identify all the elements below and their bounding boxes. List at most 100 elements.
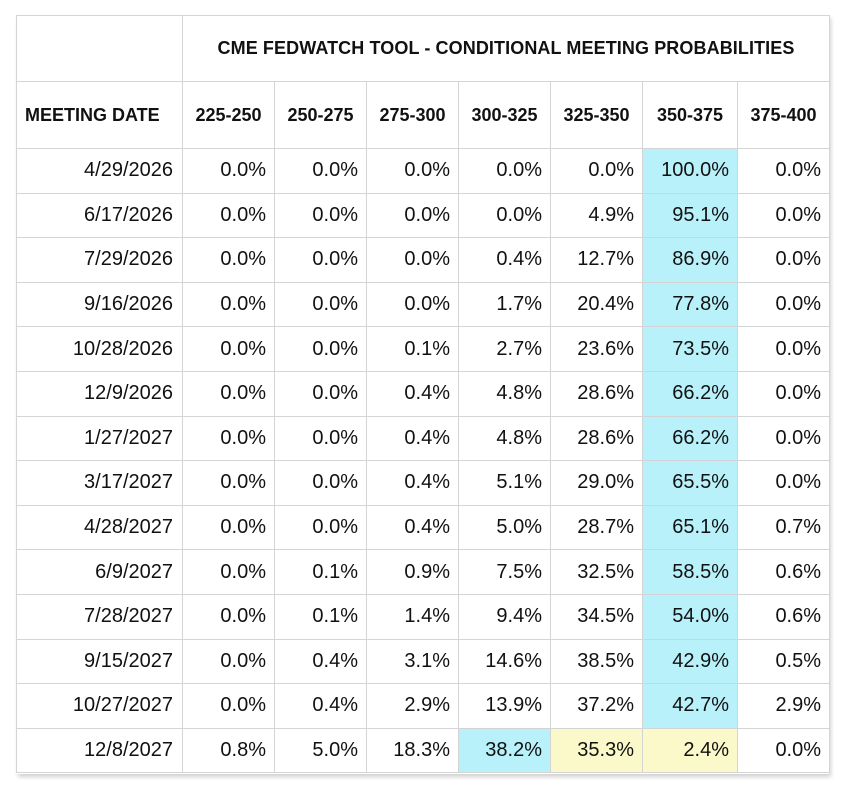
probability-cell: 7.5% [458,549,551,595]
table-row: 7/28/2027 0.0% 0.1% 1.4% 9.4% 34.5% 54.0% 0.6% [16,593,831,640]
table-row: 6/9/2027 0.0% 0.1% 0.9% 7.5% 32.5% 58.5% 0.6% [16,549,831,595]
column-header-350-375: 350-375 [642,81,738,149]
meeting-date-cell: 6/9/2027 [16,549,183,595]
probability-cell: 95.1% [642,192,738,239]
probability-cell: 54.0% [642,593,738,640]
probability-cell: 0.4% [366,370,459,417]
column-header-275-300: 275-300 [366,81,459,149]
probability-cell: 0.0% [736,370,831,417]
probability-cell: 58.5% [642,549,738,595]
probability-cell: 28.6% [550,415,643,462]
probability-cell: 37.2% [550,683,643,729]
probability-cell: 0.4% [458,237,551,283]
probability-cell: 0.0% [274,237,367,283]
probability-cell: 0.0% [736,460,831,506]
probability-cell: 1.7% [458,281,551,328]
column-header-225-250: 225-250 [182,81,275,149]
corner-cell [16,15,183,82]
probability-cell: 0.6% [736,549,831,595]
probability-cell: 0.0% [736,415,831,462]
probability-cell: 12.7% [550,237,643,283]
table-row: 4/28/2027 0.0% 0.0% 0.4% 5.0% 28.7% 65.1% 0.7% [16,504,831,551]
probability-cell: 4.8% [458,370,551,417]
meeting-date-cell: 12/8/2027 [16,727,183,774]
meeting-date-header: MEETING DATE [16,81,183,149]
probability-cell: 0.0% [736,727,831,774]
probability-cell: 0.4% [366,504,459,551]
probability-cell: 0.4% [274,683,367,729]
probability-cell: 0.1% [274,593,367,640]
table-body: 4/29/2026 0.0% 0.0% 0.0% 0.0% 0.0% 100.0% 0.0% 6… [16,148,831,774]
probability-cell: 0.0% [182,638,275,685]
probability-cell: 0.4% [366,415,459,462]
table-row: 10/28/2026 0.0% 0.0% 0.1% 2.7% 23.6% 73.5% 0.0% [16,326,831,372]
table-row: 12/9/2026 0.0% 0.0% 0.4% 4.8% 28.6% 66.2% 0.0% [16,370,831,417]
probability-cell: 0.0% [366,281,459,328]
probability-cell: 38.2% [458,727,551,774]
probability-cell: 0.0% [274,460,367,506]
meeting-date-cell: 4/28/2027 [16,504,183,551]
probability-cell: 0.0% [182,237,275,283]
probability-cell: 42.7% [642,683,738,729]
probability-cell: 0.0% [274,192,367,239]
table-row: 4/29/2026 0.0% 0.0% 0.0% 0.0% 0.0% 100.0% 0.0% [16,148,831,194]
probability-cell: 100.0% [642,148,738,194]
probability-cell: 0.0% [736,192,831,239]
probability-cell: 0.7% [736,504,831,551]
table-title: CME FEDWATCH TOOL - CONDITIONAL MEETING … [181,15,831,82]
probability-cell: 0.0% [274,415,367,462]
probability-cell: 14.6% [458,638,551,685]
probability-cell: 0.4% [274,638,367,685]
column-header-250-275: 250-275 [274,81,367,149]
probability-cell: 34.5% [550,593,643,640]
probability-cell: 65.1% [642,504,738,551]
probability-cell: 4.8% [458,415,551,462]
probability-cell: 29.0% [550,460,643,506]
column-header-325-350: 325-350 [550,81,643,149]
meeting-date-cell: 7/29/2026 [16,237,183,283]
table-row: 3/17/2027 0.0% 0.0% 0.4% 5.1% 29.0% 65.5% 0.0% [16,460,831,506]
fedwatch-table-panel: CME FEDWATCH TOOL - CONDITIONAL MEETING … [16,15,831,774]
probability-cell: 0.1% [274,549,367,595]
meeting-date-cell: 12/9/2026 [16,370,183,417]
probability-cell: 35.3% [550,727,643,774]
probability-cell: 4.9% [550,192,643,239]
probability-cell: 23.6% [550,326,643,372]
probability-cell: 0.1% [366,326,459,372]
table-row: 12/8/2027 0.8% 5.0% 18.3% 38.2% 35.3% 2.4% 0.0% [16,727,831,774]
meeting-date-cell: 3/17/2027 [16,460,183,506]
meeting-date-cell: 6/17/2026 [16,192,183,239]
table-row: 9/15/2027 0.0% 0.4% 3.1% 14.6% 38.5% 42.9% 0.5% [16,638,831,685]
probability-cell: 38.5% [550,638,643,685]
probability-cell: 2.4% [642,727,738,774]
table-row: 1/27/2027 0.0% 0.0% 0.4% 4.8% 28.6% 66.2% 0.0% [16,415,831,462]
probability-cell: 0.0% [736,326,831,372]
probability-cell: 0.0% [366,148,459,194]
probability-cell: 0.0% [274,370,367,417]
meeting-date-cell: 10/28/2026 [16,326,183,372]
probability-cell: 0.4% [366,460,459,506]
meeting-date-cell: 7/28/2027 [16,593,183,640]
probability-cell: 0.0% [182,326,275,372]
probability-cell: 0.0% [274,281,367,328]
probability-cell: 5.1% [458,460,551,506]
probability-cell: 65.5% [642,460,738,506]
table-row: 6/17/2026 0.0% 0.0% 0.0% 0.0% 4.9% 95.1% 0.0% [16,192,831,239]
probability-cell: 0.6% [736,593,831,640]
probability-cell: 66.2% [642,370,738,417]
probability-cell: 0.0% [366,237,459,283]
table-row: 10/27/2027 0.0% 0.4% 2.9% 13.9% 37.2% 42.7% 2.9… [16,683,831,729]
probability-cell: 0.0% [550,148,643,194]
probability-cell: 2.7% [458,326,551,372]
table-row: 7/29/2026 0.0% 0.0% 0.0% 0.4% 12.7% 86.9% 0.0% [16,237,831,283]
probability-cell: 0.0% [736,281,831,328]
probability-cell: 0.0% [274,326,367,372]
probability-cell: 2.9% [366,683,459,729]
probability-cell: 9.4% [458,593,551,640]
probability-cell: 0.0% [182,460,275,506]
probability-cell: 0.0% [182,148,275,194]
probability-table: CME FEDWATCH TOOL - CONDITIONAL MEETING … [16,15,831,774]
probability-cell: 0.0% [182,281,275,328]
probability-cell: 0.0% [274,504,367,551]
probability-cell: 1.4% [366,593,459,640]
